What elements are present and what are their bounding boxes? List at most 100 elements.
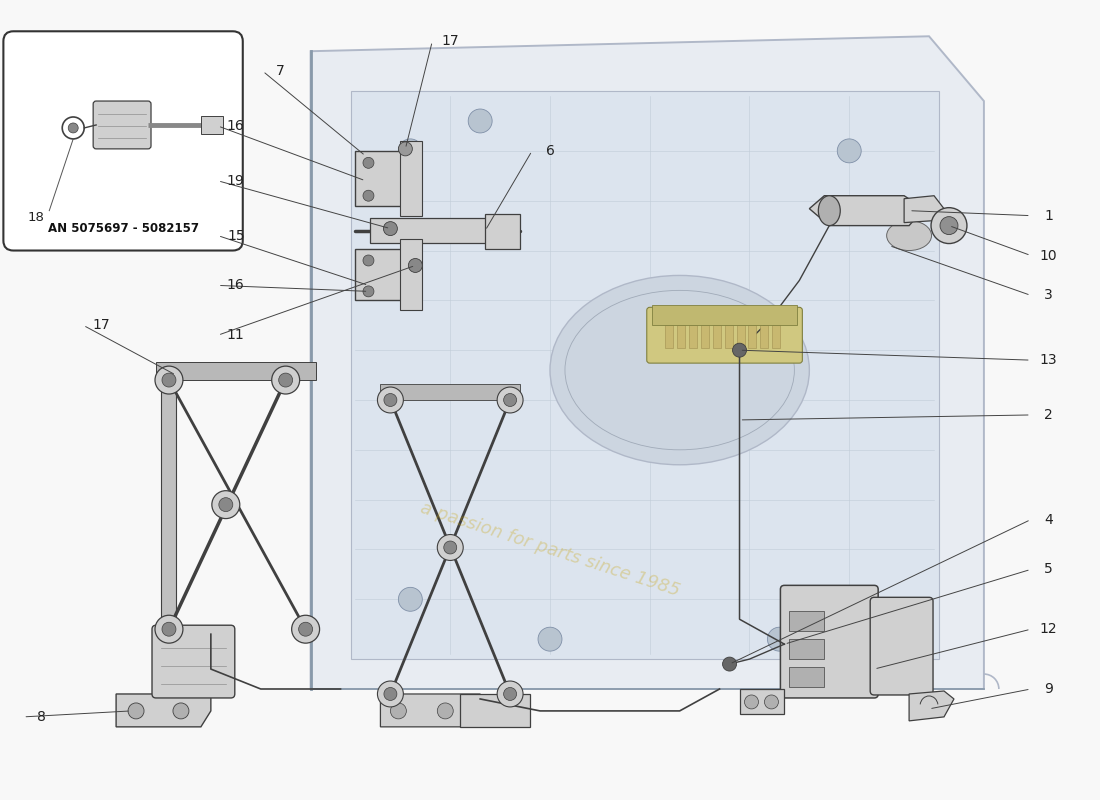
Polygon shape: [701, 326, 708, 348]
Text: 15: 15: [227, 229, 244, 242]
Polygon shape: [725, 326, 733, 348]
Bar: [400, 238, 422, 310]
Circle shape: [398, 142, 412, 156]
Bar: [355, 249, 420, 300]
Circle shape: [931, 208, 967, 243]
Bar: [355, 151, 420, 206]
FancyBboxPatch shape: [780, 586, 878, 698]
Text: eur: eur: [615, 197, 824, 304]
Polygon shape: [460, 694, 530, 727]
Polygon shape: [664, 326, 673, 348]
FancyBboxPatch shape: [647, 307, 802, 363]
Ellipse shape: [550, 275, 810, 465]
Bar: [156, 362, 316, 380]
Circle shape: [438, 534, 463, 561]
Circle shape: [363, 158, 374, 168]
Circle shape: [162, 622, 176, 636]
Polygon shape: [310, 36, 983, 689]
Text: 19: 19: [227, 174, 244, 188]
Polygon shape: [689, 326, 696, 348]
Circle shape: [764, 695, 779, 709]
Circle shape: [377, 681, 404, 707]
Circle shape: [212, 490, 240, 518]
Polygon shape: [739, 689, 784, 714]
Text: AN 5075697 - 5082157: AN 5075697 - 5082157: [47, 222, 199, 235]
Circle shape: [940, 217, 958, 234]
Polygon shape: [676, 326, 684, 348]
Text: 10: 10: [1040, 249, 1057, 262]
Text: 4: 4: [1044, 513, 1053, 526]
Text: 9: 9: [1044, 682, 1053, 696]
Text: a passion for parts since 1985: a passion for parts since 1985: [418, 499, 682, 600]
Polygon shape: [161, 370, 176, 630]
Text: 12: 12: [1040, 622, 1057, 636]
Polygon shape: [737, 326, 745, 348]
Polygon shape: [772, 326, 780, 348]
Circle shape: [438, 703, 453, 719]
Bar: [201, 116, 223, 134]
Circle shape: [278, 373, 293, 387]
Text: 3: 3: [1044, 288, 1053, 302]
Circle shape: [390, 703, 406, 719]
Text: 11: 11: [227, 328, 244, 342]
Circle shape: [68, 123, 78, 133]
Circle shape: [384, 394, 397, 406]
Circle shape: [173, 703, 189, 719]
Polygon shape: [760, 326, 769, 348]
Circle shape: [497, 387, 524, 413]
Circle shape: [837, 139, 861, 163]
Text: 8: 8: [37, 710, 46, 724]
Circle shape: [377, 387, 404, 413]
Polygon shape: [381, 694, 481, 727]
Bar: [790, 639, 824, 659]
Text: 13: 13: [1040, 353, 1057, 367]
Bar: [651, 306, 798, 326]
Circle shape: [469, 109, 492, 133]
Circle shape: [363, 286, 374, 297]
Circle shape: [298, 622, 312, 636]
Circle shape: [128, 703, 144, 719]
Bar: [790, 611, 824, 631]
Text: 17: 17: [441, 34, 459, 48]
Circle shape: [398, 587, 422, 611]
Circle shape: [384, 222, 397, 235]
Polygon shape: [810, 196, 924, 226]
Circle shape: [398, 139, 422, 163]
Text: 7: 7: [276, 64, 285, 78]
Polygon shape: [904, 196, 944, 222]
Circle shape: [538, 627, 562, 651]
Polygon shape: [117, 694, 211, 727]
FancyBboxPatch shape: [152, 626, 234, 698]
Circle shape: [155, 615, 183, 643]
Text: 16: 16: [227, 278, 244, 292]
Bar: [381, 384, 520, 400]
Polygon shape: [351, 91, 939, 659]
Circle shape: [504, 687, 517, 701]
Bar: [371, 218, 491, 242]
Text: 17: 17: [92, 318, 110, 332]
Text: 6: 6: [546, 144, 554, 158]
Bar: [485, 214, 520, 249]
Circle shape: [155, 366, 183, 394]
Circle shape: [443, 541, 456, 554]
Circle shape: [408, 258, 422, 273]
Polygon shape: [713, 326, 721, 348]
Circle shape: [272, 366, 299, 394]
Text: 16: 16: [227, 119, 244, 133]
Circle shape: [219, 498, 233, 512]
Circle shape: [363, 255, 374, 266]
FancyBboxPatch shape: [870, 598, 933, 695]
Circle shape: [745, 695, 759, 709]
FancyBboxPatch shape: [3, 31, 243, 250]
Ellipse shape: [818, 196, 840, 226]
Circle shape: [733, 343, 747, 357]
Ellipse shape: [887, 221, 932, 250]
Polygon shape: [909, 691, 954, 721]
FancyBboxPatch shape: [94, 101, 151, 149]
Circle shape: [497, 681, 524, 707]
Bar: [790, 667, 824, 687]
Text: 2: 2: [1044, 408, 1053, 422]
Circle shape: [768, 627, 791, 651]
Text: 1: 1: [1044, 209, 1053, 222]
Text: 18: 18: [28, 211, 45, 224]
